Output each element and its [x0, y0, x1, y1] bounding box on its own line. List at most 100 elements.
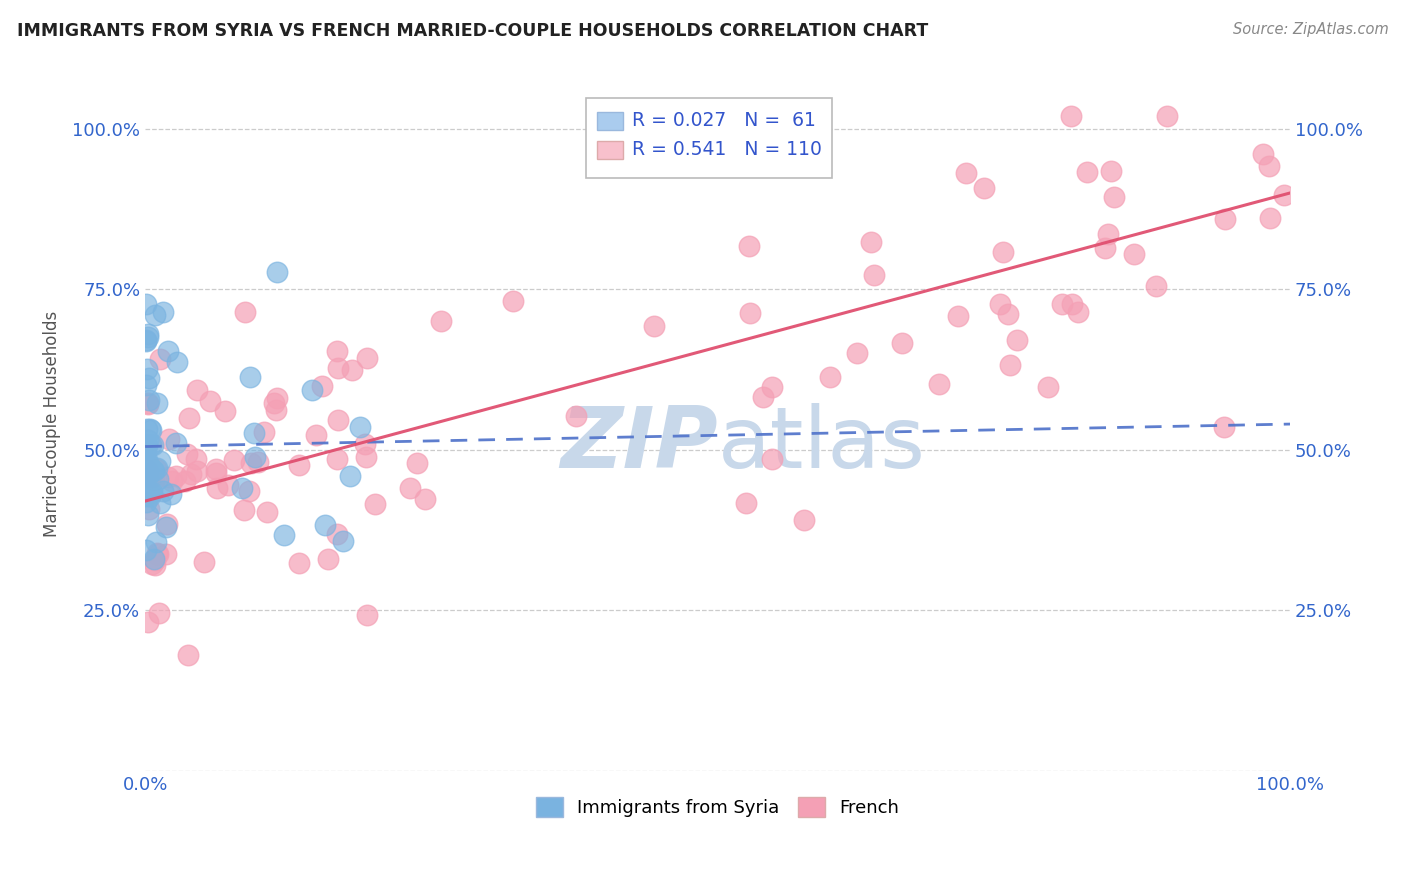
Point [1005, 333, 1028, 347]
Point [142, 474, 165, 488]
Point [141, 486, 163, 500]
Point [288, 458, 311, 473]
Point [152, 483, 174, 498]
Point [256, 505, 278, 519]
Point [263, 396, 285, 410]
Point [135, 453, 157, 467]
Point [180, 467, 202, 481]
Point [239, 370, 262, 384]
Point [238, 484, 260, 499]
Point [135, 463, 157, 477]
Point [138, 502, 160, 516]
Point [1213, 420, 1236, 434]
Point [991, 244, 1014, 259]
Point [135, 454, 157, 468]
Point [136, 483, 159, 497]
Point [946, 309, 969, 323]
Point [233, 502, 256, 516]
Point [136, 615, 159, 629]
Point [205, 461, 228, 475]
Point [143, 553, 166, 567]
Point [159, 487, 181, 501]
Point [143, 308, 166, 322]
Point [186, 383, 208, 397]
Point [997, 307, 1019, 321]
Point [314, 518, 336, 533]
Point [973, 180, 995, 194]
Point [160, 474, 183, 488]
Point [316, 552, 339, 566]
Point [735, 496, 758, 510]
Point [301, 384, 323, 398]
Point [890, 335, 912, 350]
Point [1144, 279, 1167, 293]
Point [136, 397, 159, 411]
Point [399, 481, 422, 495]
Point [135, 495, 157, 509]
Point [136, 508, 159, 522]
FancyBboxPatch shape [598, 141, 623, 160]
FancyBboxPatch shape [598, 112, 623, 130]
Y-axis label: Married-couple Households: Married-couple Households [44, 311, 60, 537]
Point [155, 520, 177, 534]
Point [354, 450, 377, 465]
Point [1156, 109, 1178, 123]
Point [502, 294, 524, 309]
Point [266, 403, 288, 417]
Point [135, 469, 157, 483]
Point [247, 455, 270, 469]
Point [145, 558, 167, 572]
Point [205, 466, 228, 480]
Point [1251, 147, 1274, 161]
Point [157, 432, 180, 446]
Point [145, 534, 167, 549]
Point [1050, 297, 1073, 311]
Point [148, 606, 170, 620]
Point [1104, 190, 1126, 204]
Point [998, 358, 1021, 372]
Point [200, 394, 222, 409]
Point [136, 433, 159, 447]
Point [142, 464, 165, 478]
Point [176, 447, 198, 461]
Point [136, 437, 159, 451]
Point [186, 451, 208, 466]
Point [136, 396, 159, 410]
Point [1099, 163, 1122, 178]
Point [988, 297, 1011, 311]
Point [231, 481, 253, 495]
Point [138, 392, 160, 407]
Point [761, 452, 783, 467]
Point [141, 470, 163, 484]
Point [205, 481, 228, 495]
Point [354, 437, 377, 451]
Point [149, 453, 172, 467]
Text: IMMIGRANTS FROM SYRIA VS FRENCH MARRIED-COUPLE HOUSEHOLDS CORRELATION CHART: IMMIGRANTS FROM SYRIA VS FRENCH MARRIED-… [17, 22, 928, 40]
Point [243, 425, 266, 440]
Point [326, 527, 349, 541]
Point [145, 462, 167, 476]
Point [155, 516, 177, 531]
Text: R = 0.541   N = 110: R = 0.541 N = 110 [631, 140, 821, 159]
Point [135, 442, 157, 456]
FancyBboxPatch shape [586, 98, 832, 178]
Point [955, 166, 977, 180]
Point [157, 470, 180, 484]
Point [326, 452, 349, 467]
Point [266, 264, 288, 278]
Point [165, 469, 187, 483]
Point [146, 546, 169, 560]
Point [157, 343, 180, 358]
Point [138, 458, 160, 472]
Point [364, 497, 387, 511]
Point [217, 478, 239, 492]
Point [1097, 227, 1119, 241]
Point [928, 376, 950, 391]
Point [136, 362, 159, 376]
Point [224, 453, 246, 467]
Point [738, 306, 761, 320]
Point [1122, 247, 1144, 261]
Point [738, 239, 761, 253]
Point [253, 425, 276, 440]
Point [135, 488, 157, 502]
